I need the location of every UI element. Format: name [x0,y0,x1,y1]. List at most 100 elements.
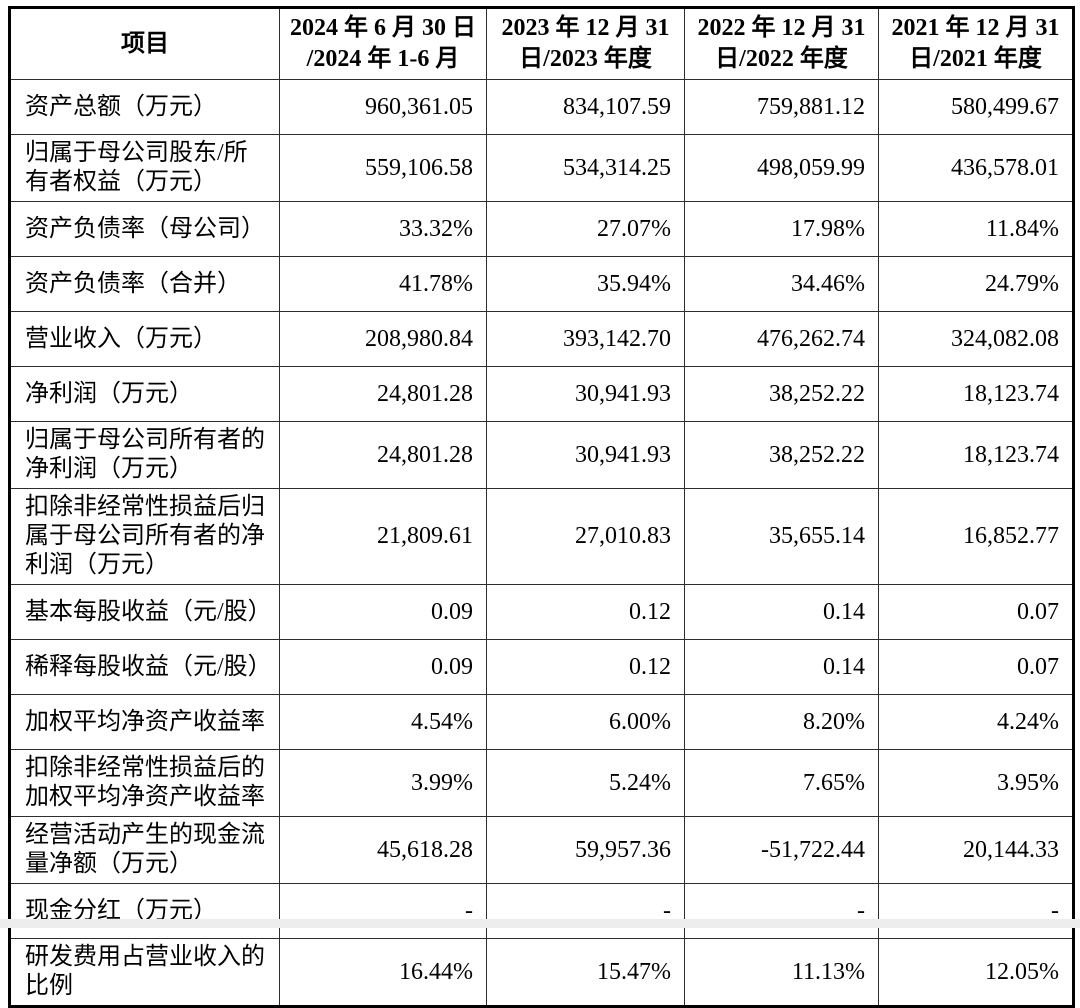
value-cell: 24.79% [878,256,1074,312]
value-cell: - [878,883,1074,939]
value-cell: 35,655.14 [684,488,879,585]
value-cell: 18,123.74 [878,421,1074,489]
header-cell-period-2024: 2024 年 6 月 30 日 /2024 年 1-6 月 [279,7,487,80]
value-cell: 498,059.99 [684,134,879,202]
table-body: 资产总额（万元） 960,361.05 834,107.59 759,881.12 58… [9,79,1074,1007]
table-row: 扣除非经常性损益后的加权平均净资产收益率 3.99% 5.24% 7.65% 3.95% [9,749,1074,817]
value-cell: 20,144.33 [878,816,1074,884]
row-label-cell: 扣除非经常性损益后的加权平均净资产收益率 [9,749,280,817]
value-cell: 7.65% [684,749,879,817]
value-cell: 6.00% [486,694,685,750]
value-cell: 0.09 [279,639,487,695]
value-cell: 18,123.74 [878,366,1074,422]
table-row: 经营活动产生的现金流量净额（万元） 45,618.28 59,957.36 -51,7… [9,816,1074,884]
value-cell: 30,941.93 [486,366,685,422]
value-cell: 393,142.70 [486,311,685,367]
table-header: 项目 2024 年 6 月 30 日 /2024 年 1-6 月 2023 年 … [9,7,1074,80]
table-row: 现金分红（万元） - - - - [9,883,1074,939]
header-row: 项目 2024 年 6 月 30 日 /2024 年 1-6 月 2023 年 … [9,7,1074,80]
value-cell: 34.46% [684,256,879,312]
table-row: 营业收入（万元） 208,980.84 393,142.70 476,262.74 32… [9,311,1074,367]
value-cell: 208,980.84 [279,311,487,367]
row-label-cell: 资产负债率（合并） [9,256,280,312]
value-cell: - [279,883,487,939]
value-cell: - [486,883,685,939]
header-cell-period-2023: 2023 年 12 月 31 日/2023 年度 [486,7,685,80]
value-cell: 38,252.22 [684,366,879,422]
value-cell: 0.09 [279,584,487,640]
value-cell: 834,107.59 [486,79,685,135]
value-cell: 16,852.77 [878,488,1074,585]
value-cell: 27,010.83 [486,488,685,585]
row-label-cell: 归属于母公司股东/所有者权益（万元） [9,134,280,202]
value-cell: 11.13% [684,938,879,1007]
table-row: 净利润（万元） 24,801.28 30,941.93 38,252.22 18,123… [9,366,1074,422]
header-cell-period-2021: 2021 年 12 月 31 日/2021 年度 [878,7,1074,80]
row-label-cell: 稀释每股收益（元/股） [9,639,280,695]
header-period-line2: 日/2021 年度 [909,46,1042,72]
value-cell: 24,801.28 [279,421,487,489]
header-period-line2: 日/2023 年度 [519,46,652,72]
page-edge-strip [0,919,1080,928]
header-period-line2: /2024 年 1-6 月 [306,46,460,72]
value-cell: 759,881.12 [684,79,879,135]
table-row: 稀释每股收益（元/股） 0.09 0.12 0.14 0.07 [9,639,1074,695]
value-cell: 559,106.58 [279,134,487,202]
row-label-cell: 经营活动产生的现金流量净额（万元） [9,816,280,884]
header-cell-item: 项目 [9,7,280,80]
value-cell: 27.07% [486,201,685,257]
value-cell: 4.24% [878,694,1074,750]
row-label-cell: 加权平均净资产收益率 [9,694,280,750]
header-period-line1: 2021 年 12 月 31 [891,15,1060,41]
value-cell: 38,252.22 [684,421,879,489]
row-label-cell: 研发费用占营业收入的比例 [9,938,280,1007]
table-row: 资产负债率（合并） 41.78% 35.94% 34.46% 24.79% [9,256,1074,312]
value-cell: 3.95% [878,749,1074,817]
financial-summary-table: 项目 2024 年 6 月 30 日 /2024 年 1-6 月 2023 年 … [8,6,1075,1008]
row-label-cell: 净利润（万元） [9,366,280,422]
value-cell: 35.94% [486,256,685,312]
value-cell: 3.99% [279,749,487,817]
table-row: 资产总额（万元） 960,361.05 834,107.59 759,881.12 58… [9,79,1074,135]
header-period-line2: 日/2022 年度 [715,46,848,72]
value-cell: 324,082.08 [878,311,1074,367]
table-row: 归属于母公司所有者的净利润（万元） 24,801.28 30,941.93 38,25… [9,421,1074,489]
table-row: 研发费用占营业收入的比例 16.44% 15.47% 11.13% 12.05% [9,938,1074,1007]
row-label-cell: 基本每股收益（元/股） [9,584,280,640]
header-cell-period-2022: 2022 年 12 月 31 日/2022 年度 [684,7,879,80]
header-period-line1: 2023 年 12 月 31 [501,15,670,41]
value-cell: 0.07 [878,639,1074,695]
value-cell: 21,809.61 [279,488,487,585]
value-cell: 8.20% [684,694,879,750]
value-cell: 4.54% [279,694,487,750]
value-cell: 5.24% [486,749,685,817]
header-period-line1: 2024 年 6 月 30 日 [290,15,476,41]
value-cell: 580,499.67 [878,79,1074,135]
value-cell: 0.14 [684,584,879,640]
value-cell: 24,801.28 [279,366,487,422]
row-label-cell: 扣除非经常性损益后归属于母公司所有者的净利润（万元） [9,488,280,585]
row-label-cell: 归属于母公司所有者的净利润（万元） [9,421,280,489]
value-cell: 11.84% [878,201,1074,257]
table-row: 归属于母公司股东/所有者权益（万元） 559,106.58 534,314.25 49… [9,134,1074,202]
table-row: 资产负债率（母公司） 33.32% 27.07% 17.98% 11.84% [9,201,1074,257]
value-cell: -51,722.44 [684,816,879,884]
table-row: 加权平均净资产收益率 4.54% 6.00% 8.20% 4.24% [9,694,1074,750]
table-row: 扣除非经常性损益后归属于母公司所有者的净利润（万元） 21,809.61 27,01… [9,488,1074,585]
value-cell: 436,578.01 [878,134,1074,202]
value-cell: 12.05% [878,938,1074,1007]
row-label-cell: 营业收入（万元） [9,311,280,367]
value-cell: 59,957.36 [486,816,685,884]
row-label-cell: 资产总额（万元） [9,79,280,135]
table-row: 基本每股收益（元/股） 0.09 0.12 0.14 0.07 [9,584,1074,640]
value-cell: 17.98% [684,201,879,257]
value-cell: - [684,883,879,939]
value-cell: 0.07 [878,584,1074,640]
header-period-line1: 2022 年 12 月 31 [697,15,866,41]
value-cell: 45,618.28 [279,816,487,884]
value-cell: 0.12 [486,639,685,695]
value-cell: 476,262.74 [684,311,879,367]
value-cell: 960,361.05 [279,79,487,135]
value-cell: 41.78% [279,256,487,312]
row-label-cell: 现金分红（万元） [9,883,280,939]
